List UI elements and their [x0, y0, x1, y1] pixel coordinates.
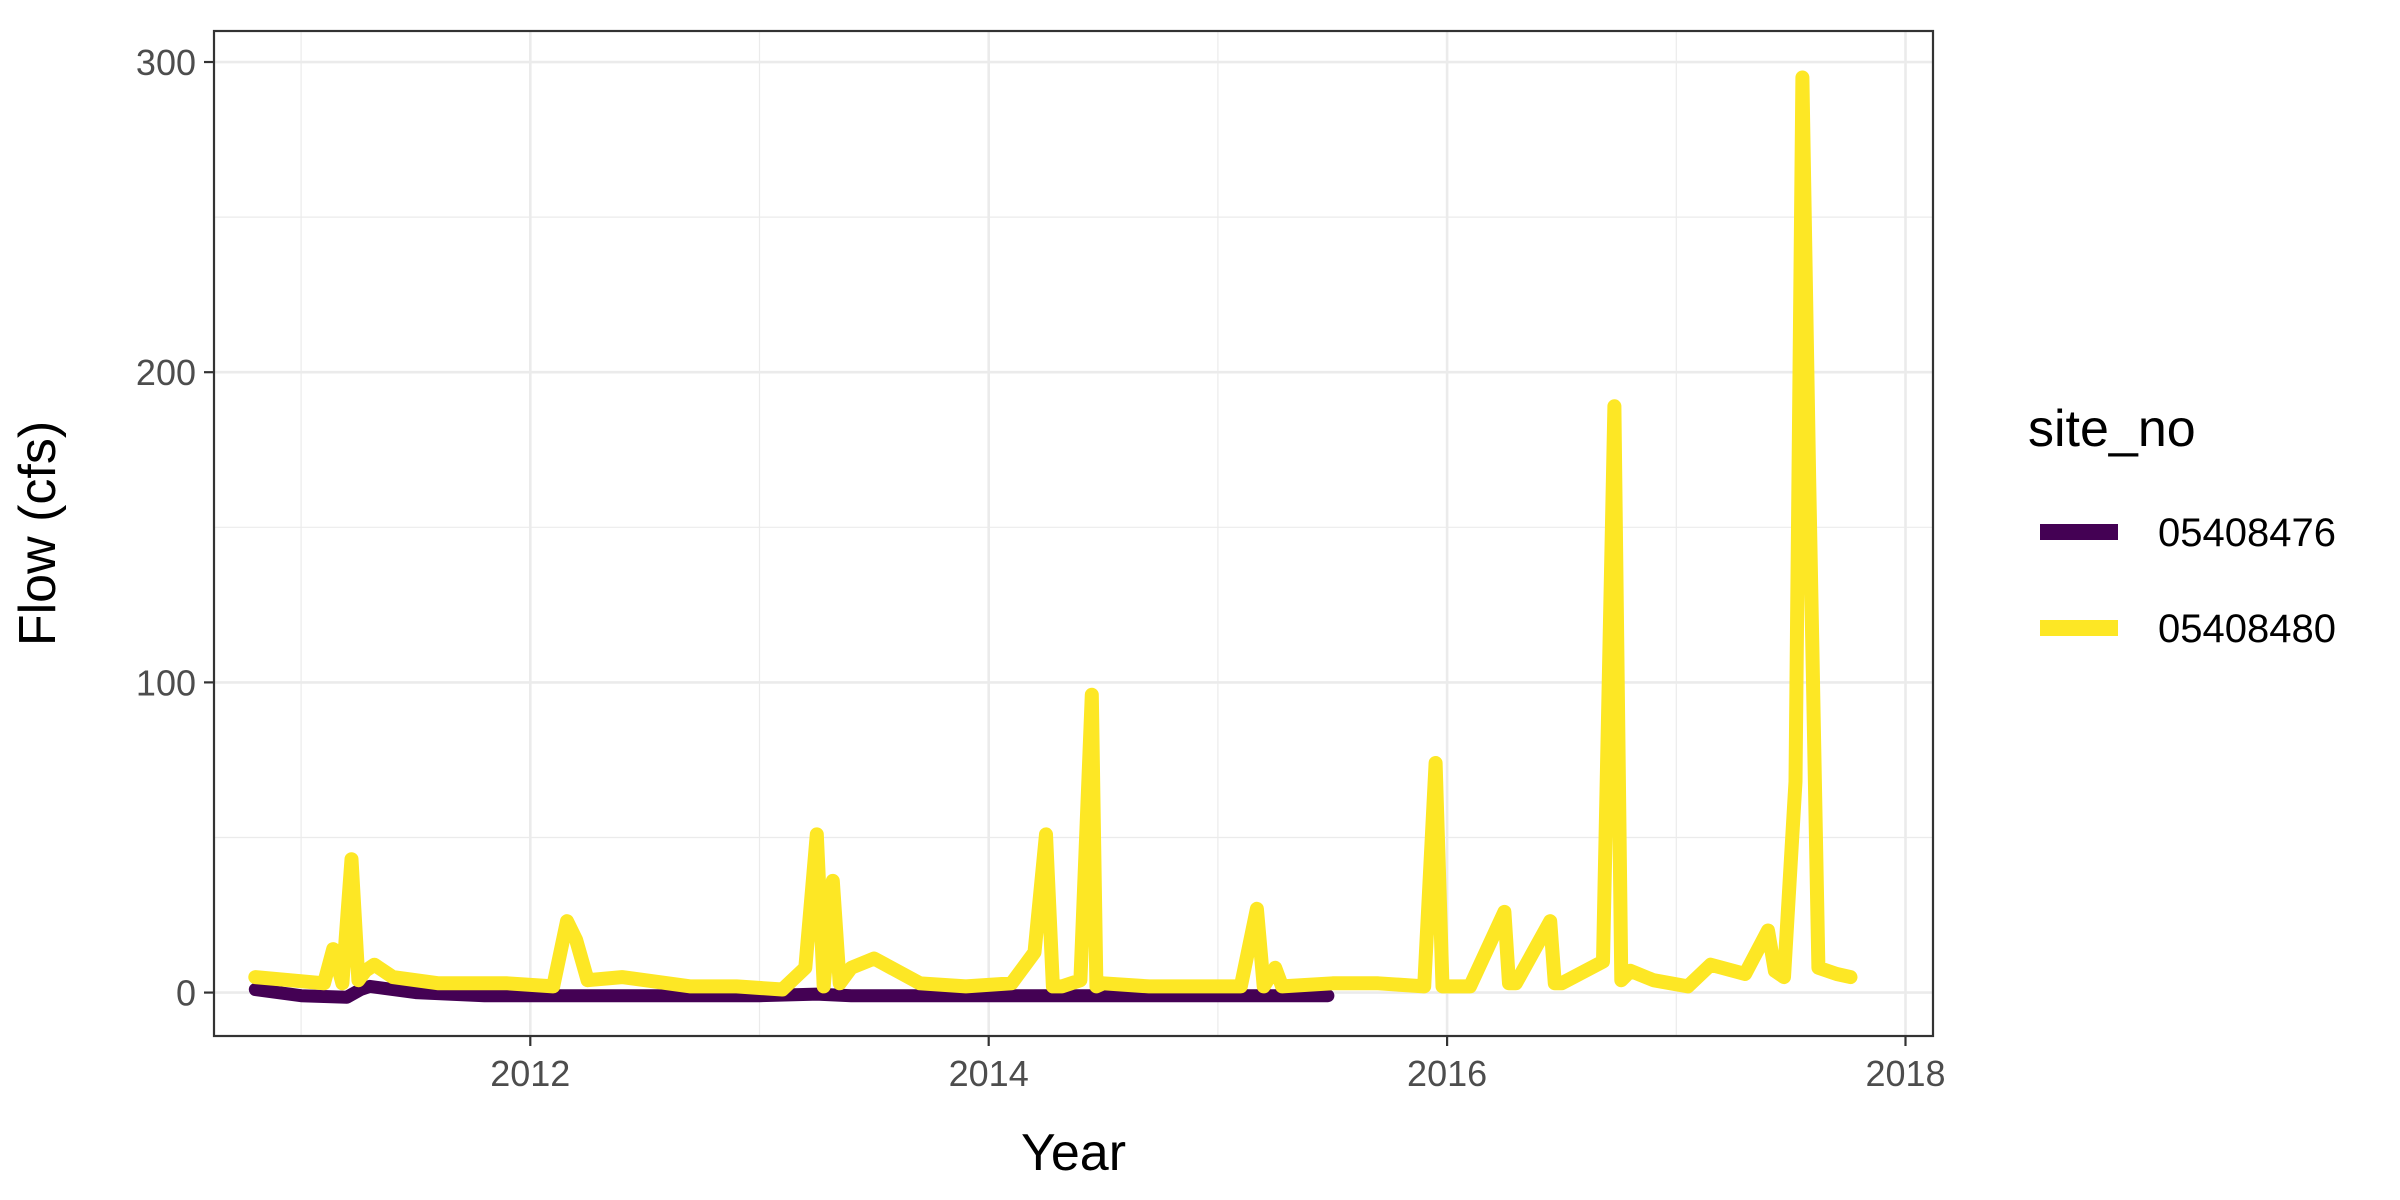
x-tick-label: 2018 — [1865, 1053, 1945, 1094]
y-tick-label: 300 — [136, 42, 196, 83]
y-axis-title: Flow (cfs) — [9, 421, 67, 646]
legend-label-05408476: 05408476 — [2158, 511, 2336, 555]
legend-label-05408480: 05408480 — [2158, 607, 2336, 651]
legend: site_no 05408476 05408480 — [2028, 400, 2336, 651]
series-line-05408476 — [248, 979, 1335, 1004]
series-line-05408480 — [248, 70, 1858, 997]
plot-panel-background — [214, 31, 1933, 1036]
x-tick-label: 2016 — [1407, 1053, 1487, 1094]
x-tick-label: 2014 — [949, 1053, 1029, 1094]
y-tick-label: 0 — [176, 973, 196, 1014]
series-layer — [248, 70, 1858, 1004]
x-tick-label: 2012 — [490, 1053, 570, 1094]
y-tick-label: 200 — [136, 352, 196, 393]
x-axis-title: Year — [1021, 1124, 1126, 1182]
plot-panel-border — [212, 29, 1935, 1038]
y-tick-label: 100 — [136, 662, 196, 703]
legend-title: site_no — [2028, 400, 2196, 458]
x-axis: 2012 2014 2016 2018 — [490, 1036, 1946, 1094]
y-axis: 0 100 200 300 — [136, 42, 214, 1014]
grid-minor — [214, 31, 1933, 1036]
